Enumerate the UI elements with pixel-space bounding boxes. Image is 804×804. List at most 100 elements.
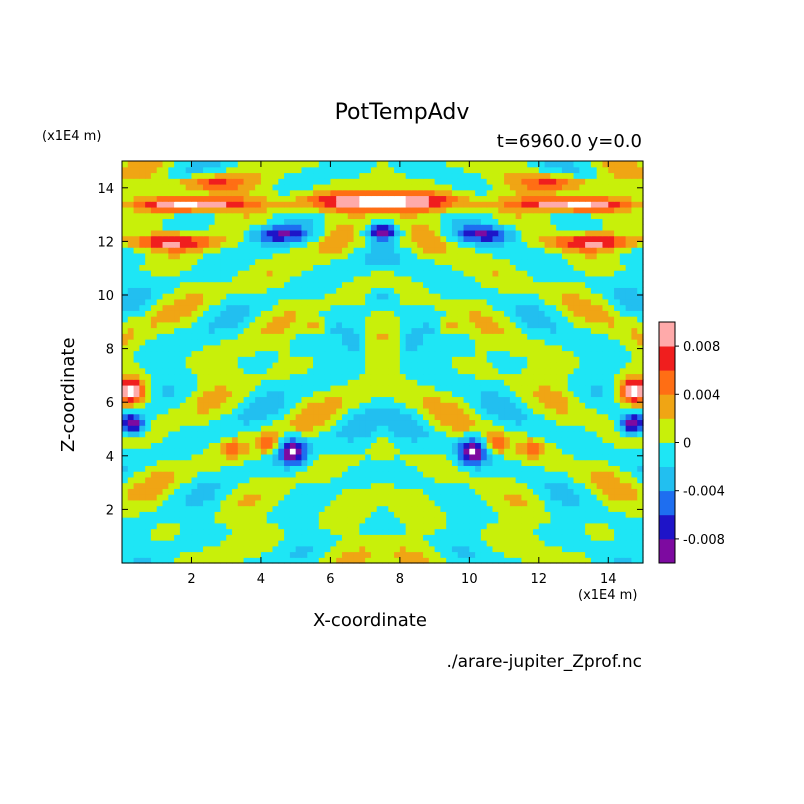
heatmap-cell — [469, 362, 476, 369]
heatmap-cell — [347, 471, 355, 478]
heatmap-cell — [214, 287, 222, 294]
heatmap-cell — [266, 390, 274, 398]
heatmap-cell — [347, 327, 355, 334]
heatmap-cell — [226, 402, 233, 409]
heatmap-cell — [561, 453, 569, 461]
heatmap-cell — [278, 252, 285, 260]
heatmap-cell — [533, 321, 540, 329]
heatmap-cell — [284, 252, 291, 260]
heatmap-cell — [278, 287, 285, 294]
heatmap-cell — [260, 407, 268, 415]
heatmap-cell — [544, 557, 551, 564]
heatmap-cell — [255, 522, 262, 530]
heatmap-cell — [313, 333, 320, 340]
heatmap-cell — [208, 396, 216, 403]
heatmap-cell — [365, 327, 372, 334]
heatmap-cell — [480, 482, 488, 489]
heatmap-cell — [544, 488, 551, 495]
heatmap-cell — [179, 522, 187, 530]
heatmap-cell — [573, 407, 580, 415]
heatmap-cell — [469, 321, 476, 329]
heatmap-cell — [203, 499, 210, 507]
heatmap-cell — [451, 275, 459, 283]
heatmap-cell — [625, 350, 633, 357]
heatmap-cell — [590, 465, 598, 472]
heatmap-cell — [260, 436, 268, 443]
heatmap-cell — [341, 494, 349, 501]
heatmap-cell — [220, 545, 227, 553]
heatmap-cell — [145, 459, 152, 466]
heatmap-cell — [405, 384, 413, 392]
heatmap-cell — [428, 298, 436, 306]
heatmap-cell — [272, 390, 279, 398]
heatmap-cell — [463, 316, 470, 323]
heatmap-cell — [492, 505, 499, 512]
heatmap-cell — [156, 241, 164, 248]
heatmap-cell — [388, 402, 395, 409]
heatmap-cell — [295, 241, 303, 248]
heatmap-cell — [370, 321, 378, 329]
heatmap-cell — [139, 459, 146, 466]
heatmap-cell — [544, 264, 551, 271]
heatmap-cell — [179, 252, 187, 260]
heatmap-cell — [504, 442, 511, 449]
heatmap-cell — [150, 390, 158, 398]
heatmap-cell — [179, 304, 187, 311]
heatmap-cell — [214, 241, 222, 248]
heatmap-cell — [289, 453, 297, 461]
heatmap-cell — [509, 304, 517, 311]
heatmap-cell — [145, 316, 152, 323]
heatmap-cell — [561, 396, 569, 403]
heatmap-cell — [365, 367, 372, 375]
heatmap-cell — [533, 413, 540, 421]
heatmap-cell — [307, 339, 314, 346]
heatmap-cell — [127, 275, 135, 283]
heatmap-cell — [353, 333, 360, 340]
heatmap-cell — [313, 252, 320, 260]
heatmap-cell — [388, 373, 395, 380]
heatmap-cell — [498, 390, 505, 398]
heatmap-cell — [197, 407, 204, 415]
heatmap-cell — [428, 384, 436, 392]
heatmap-cell — [614, 551, 621, 558]
heatmap-cell — [504, 551, 511, 558]
heatmap-cell — [318, 396, 326, 403]
heatmap-cell — [590, 494, 598, 501]
heatmap-cell — [318, 287, 326, 294]
heatmap-cell — [405, 247, 413, 254]
heatmap-cell — [214, 551, 222, 558]
heatmap-cell — [237, 522, 245, 530]
heatmap-cell — [243, 241, 250, 248]
heatmap-cell — [318, 430, 326, 438]
heatmap-cell — [533, 551, 540, 558]
heatmap-cell — [521, 402, 528, 409]
heatmap-cell — [156, 327, 164, 334]
heatmap-cell — [533, 356, 540, 363]
heatmap-cell — [498, 528, 505, 535]
heatmap-cell — [249, 275, 256, 283]
heatmap-cell — [353, 270, 360, 277]
heatmap-cell — [197, 344, 204, 352]
heatmap-cell — [318, 511, 326, 518]
heatmap-cell — [226, 264, 233, 271]
heatmap-cell — [353, 367, 360, 375]
heatmap-cell — [150, 356, 158, 363]
heatmap-cell — [590, 304, 598, 311]
heatmap-cell — [579, 339, 586, 346]
heatmap-cell — [313, 293, 320, 300]
heatmap-cell — [237, 482, 245, 489]
heatmap-cell — [370, 379, 378, 386]
heatmap-cell — [266, 241, 274, 248]
heatmap-cell — [417, 482, 424, 489]
heatmap-cell — [139, 270, 146, 277]
heatmap-cell — [185, 448, 193, 455]
heatmap-cell — [122, 534, 129, 541]
heatmap-cell — [556, 413, 563, 421]
heatmap-cell — [561, 511, 569, 518]
heatmap-cell — [538, 436, 546, 443]
heatmap-cell — [324, 304, 331, 311]
heatmap-cell — [220, 407, 227, 415]
heatmap-cell — [463, 522, 470, 530]
heatmap-cell — [307, 252, 314, 260]
heatmap-cell — [243, 356, 250, 363]
